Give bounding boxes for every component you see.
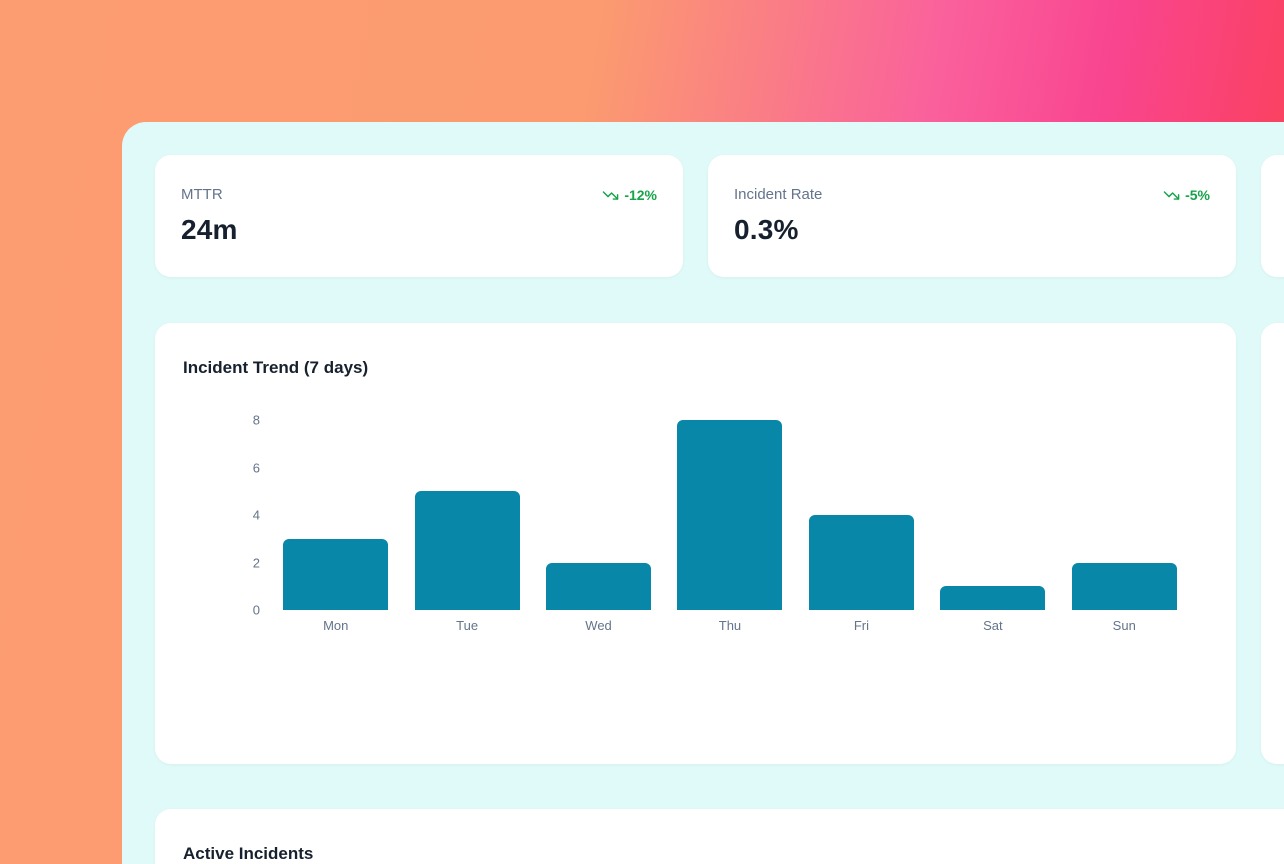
trending-down-icon bbox=[1163, 187, 1180, 204]
bar-slot bbox=[664, 420, 795, 610]
stat-card-mttr: MTTR -12% 24m bbox=[155, 155, 683, 277]
stat-cards-row: MTTR -12% 24m Incident Ra bbox=[155, 155, 1284, 277]
x-tick-label: Mon bbox=[323, 618, 349, 633]
bar-thu bbox=[677, 420, 783, 610]
x-tick-label: Sat bbox=[983, 618, 1003, 633]
stat-card-partial bbox=[1261, 155, 1284, 277]
chart-title: Incident Trend (7 days) bbox=[183, 358, 369, 377]
dashboard-panel: MTTR -12% 24m Incident Ra bbox=[122, 122, 1284, 864]
stat-card-header: Incident Rate -5% bbox=[734, 186, 1210, 204]
stat-card-header: MTTR -12% bbox=[181, 186, 657, 204]
bar-slot bbox=[1059, 420, 1190, 610]
bar-slot bbox=[270, 420, 401, 610]
stat-value: 0.3% bbox=[734, 214, 799, 245]
x-tick-label: Sun bbox=[1112, 618, 1136, 633]
stat-label: Incident Rate bbox=[734, 186, 823, 203]
stat-trend-value: -5% bbox=[1185, 187, 1210, 203]
bar-slot bbox=[796, 420, 927, 610]
stat-value: 24m bbox=[181, 214, 238, 245]
incidents-title: Active Incidents bbox=[183, 844, 314, 863]
x-tick-label: Wed bbox=[585, 618, 612, 633]
bar-tue bbox=[414, 491, 520, 610]
chart-row: Incident Trend (7 days) 0 2 4 6 8 Mon Tue Wed T… bbox=[155, 323, 1284, 764]
active-incidents-card: Active Incidents bbox=[155, 809, 1284, 864]
y-tick-label: 4 bbox=[252, 507, 260, 523]
stat-trend-badge: -12% bbox=[602, 186, 657, 204]
y-tick-label: 6 bbox=[252, 460, 260, 475]
bar-sun bbox=[1071, 562, 1177, 610]
bar-sat bbox=[940, 586, 1046, 610]
x-tick-label: Fri bbox=[853, 618, 869, 633]
x-tick-label: Tue bbox=[456, 618, 479, 633]
stat-trend-badge: -5% bbox=[1163, 186, 1210, 204]
bar-mon bbox=[283, 538, 389, 610]
bar-slot bbox=[927, 420, 1058, 610]
bar-slot bbox=[533, 420, 664, 610]
y-tick-label: 8 bbox=[252, 412, 260, 428]
incidents-row: Active Incidents bbox=[155, 809, 1284, 864]
chart-y-axis: 0 2 4 6 8 bbox=[175, 413, 260, 618]
bar-fri bbox=[808, 515, 914, 610]
stat-label: MTTR bbox=[181, 186, 223, 203]
bar-wed bbox=[546, 562, 652, 610]
y-tick-label: 2 bbox=[252, 555, 260, 570]
chart-x-labels: Mon Tue Wed Thu Fri Sat Sun bbox=[270, 618, 1190, 633]
incident-trend-card: Incident Trend (7 days) 0 2 4 6 8 Mon Tue Wed T… bbox=[155, 323, 1236, 764]
y-tick-label: 0 bbox=[252, 602, 260, 618]
stat-card-incident-rate: Incident Rate -5% 0.3% bbox=[708, 155, 1236, 277]
stat-trend-value: -12% bbox=[624, 187, 657, 203]
side-card-partial bbox=[1261, 323, 1284, 764]
x-tick-label: Thu bbox=[718, 618, 742, 633]
chart-bars bbox=[270, 420, 1190, 610]
bar-slot bbox=[401, 420, 532, 610]
trending-down-icon bbox=[602, 187, 619, 204]
